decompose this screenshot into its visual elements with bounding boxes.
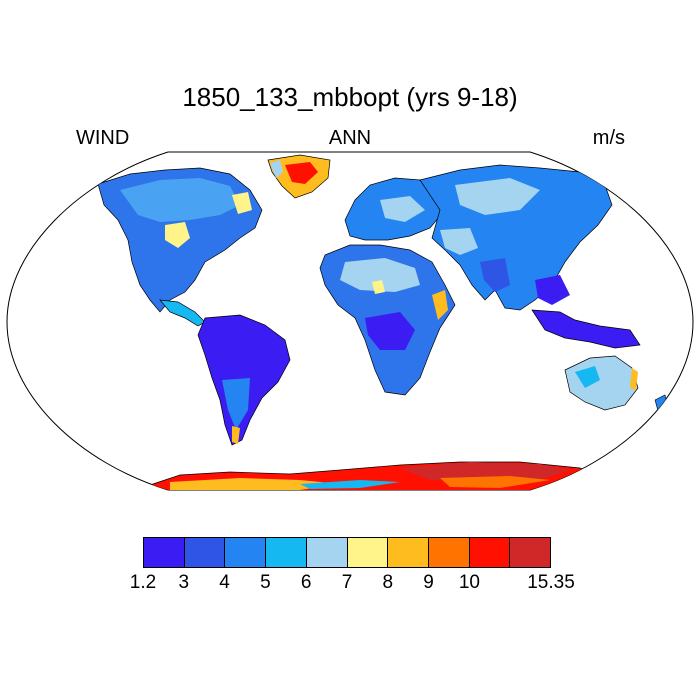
colorbar-tick-label: 8: [382, 572, 394, 593]
colorbar-swatch: [469, 538, 511, 567]
colorbar-swatch: [306, 538, 348, 567]
units-label: m/s: [592, 127, 625, 149]
land-indonesia: [531, 309, 641, 349]
season-label: ANN: [328, 127, 372, 149]
colorbar-tick-label: 6: [300, 572, 312, 593]
colorbar-tick-label: 9: [423, 572, 434, 593]
land-australia: [564, 355, 639, 411]
colorbar-swatch: [388, 538, 429, 567]
colorbar-swatch: [347, 538, 389, 567]
colorbar-swatch: [510, 538, 551, 567]
colorbar-tick-label: 3: [178, 572, 190, 593]
colorbar-swatch: [184, 538, 226, 567]
colorbar-swatch: [225, 538, 267, 567]
colorbar-tick-label: 7: [341, 572, 353, 593]
variable-label: WIND: [76, 127, 130, 149]
colorbar-swatch: [266, 538, 307, 567]
colorbar-tick-label: 15.35: [527, 572, 575, 593]
colorbar-tick-labels: 1.2 3 4 5 6 7 8 9 10 15.35: [0, 572, 700, 596]
colorbar-tick-label: 4: [219, 572, 230, 593]
colorbar-tick-label: 10: [458, 572, 480, 593]
colorbar-swatch: [144, 538, 185, 567]
colorbar-tick-label: 5: [260, 572, 271, 593]
plot-title: 1850_133_mbbopt (yrs 9-18): [182, 82, 518, 112]
land-central-america: [159, 299, 206, 327]
colorbar: [143, 537, 551, 568]
colorbar-tick-label: 1.2: [129, 572, 157, 593]
colorbar-swatch: [428, 538, 470, 567]
